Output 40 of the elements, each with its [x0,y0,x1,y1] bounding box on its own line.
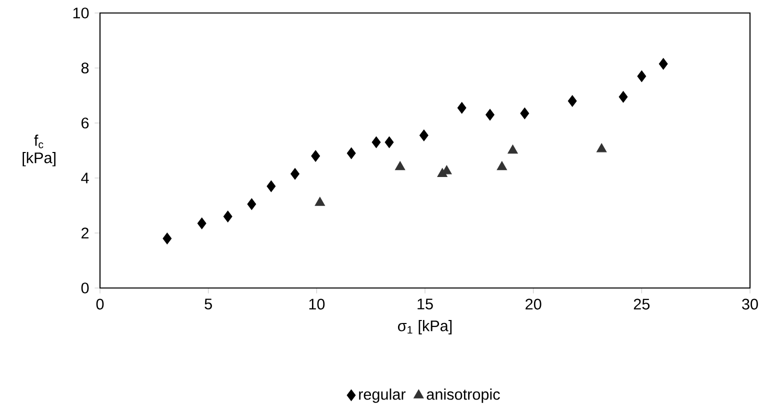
point [197,218,206,230]
point [496,161,508,170]
x-tick-label: 20 [526,298,542,310]
legend-label: anisotropic [426,388,500,403]
y-tick-label: 8 [81,62,89,74]
x-tick-label: 10 [309,298,325,310]
y-axis-title: f$_{c}$ [kPa] [22,134,56,166]
point [394,161,406,170]
point [311,150,320,162]
point [457,102,466,114]
point [266,180,276,192]
point [314,196,326,206]
point [223,210,232,222]
y-tick-label: 2 [82,228,89,238]
point [568,95,577,107]
point [658,58,668,70]
x-tick-label: 15 [418,298,433,310]
x-tick-label: 0 [96,298,104,310]
point [419,130,428,142]
y-tick-label: 6 [82,118,89,128]
point [372,136,381,148]
point [508,144,518,154]
y-tick-label: 10 [73,8,89,18]
legend-label: regular [359,388,406,403]
point [596,143,607,152]
point [637,70,646,82]
point [162,232,172,244]
point [486,108,494,121]
point [247,198,256,210]
point [520,108,530,120]
point [290,168,300,180]
y-tick-label: 4 [81,172,89,184]
x-tick-label: 30 [742,298,758,310]
x-tick-label: 25 [634,298,650,310]
y-tick-label: 0 [81,282,89,294]
x-axis-title: σ$_{1}$ [kPa] [398,320,452,334]
point [618,91,628,103]
x-tick-label: 5 [204,298,212,310]
point [384,136,394,148]
point [346,147,356,160]
